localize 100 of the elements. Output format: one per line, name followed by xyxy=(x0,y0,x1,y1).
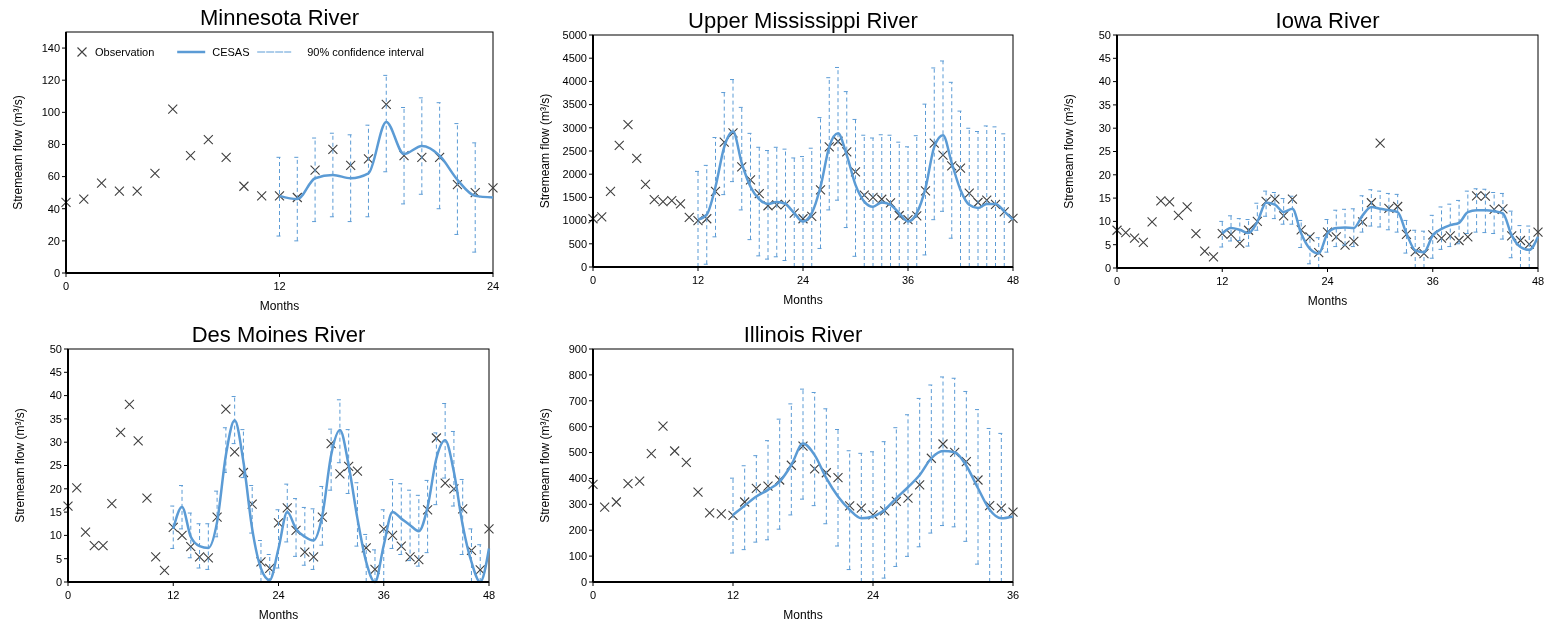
point xyxy=(256,190,267,201)
point xyxy=(640,179,651,190)
y-tick-label: 40 xyxy=(49,389,62,402)
y-axis-title: Stremeam flow (m³/s) xyxy=(538,408,552,523)
point xyxy=(937,150,949,161)
chart-title: Illinois River xyxy=(743,322,863,347)
point xyxy=(1524,239,1535,250)
point xyxy=(327,144,338,155)
point xyxy=(911,210,922,222)
point xyxy=(1234,238,1245,249)
x-axis-title: Months xyxy=(783,293,823,307)
x-tick-label: 24 xyxy=(866,589,880,601)
point xyxy=(1532,227,1544,238)
chart-title: Des Moines River xyxy=(191,322,366,347)
x-tick-label: 0 xyxy=(589,274,597,286)
y-tick-label: 60 xyxy=(47,170,60,183)
point xyxy=(1401,229,1412,240)
point xyxy=(1348,236,1359,247)
point xyxy=(247,499,258,510)
point xyxy=(221,152,232,163)
y-tick-label: 800 xyxy=(568,368,587,381)
point xyxy=(745,174,756,185)
point xyxy=(614,140,625,151)
x-axis-title: Months xyxy=(258,608,299,622)
point xyxy=(273,517,284,528)
y-tick-label: 0 xyxy=(1104,261,1111,274)
point xyxy=(841,146,852,157)
point xyxy=(483,523,495,534)
point xyxy=(71,482,82,493)
point xyxy=(850,166,861,177)
point xyxy=(1454,235,1465,246)
x-tick-label: 12 xyxy=(1216,275,1229,287)
y-tick-label: 5000 xyxy=(562,28,587,41)
point xyxy=(220,404,231,415)
x-tick-label: 48 xyxy=(482,589,496,601)
point xyxy=(984,500,995,511)
y-tick-label: 5 xyxy=(1104,238,1111,251)
point xyxy=(605,186,616,197)
x-tick-label: 24 xyxy=(1321,275,1334,287)
point xyxy=(786,460,797,471)
point xyxy=(150,551,161,562)
point xyxy=(212,512,223,523)
point xyxy=(1199,246,1210,257)
y-tick-label: 40 xyxy=(47,202,60,215)
y-tick-label: 20 xyxy=(49,482,62,495)
y-tick-label: 4000 xyxy=(562,75,587,88)
point xyxy=(996,503,1007,514)
point xyxy=(1296,224,1307,235)
point xyxy=(96,177,107,189)
x-axis-title: Months xyxy=(259,299,300,313)
point xyxy=(961,456,972,467)
point xyxy=(352,466,363,477)
y-tick-label: 3500 xyxy=(562,98,587,111)
point xyxy=(1129,233,1140,244)
point xyxy=(185,150,196,161)
point xyxy=(457,503,468,514)
y-axis-title: Stremeam flow (m³/s) xyxy=(13,408,27,523)
point xyxy=(185,541,196,552)
point xyxy=(238,467,249,478)
y-tick-label: 0 xyxy=(55,575,62,588)
y-tick-label: 50 xyxy=(1098,28,1111,41)
point xyxy=(381,99,392,110)
x-axis-title: Months xyxy=(783,608,823,622)
x-tick-label: 12 xyxy=(273,280,286,292)
y-tick-label: 25 xyxy=(49,459,62,472)
chart-title: Iowa River xyxy=(1275,8,1380,33)
y-tick-label: 500 xyxy=(568,237,587,250)
y-tick-label: 3000 xyxy=(562,121,587,134)
y-tick-label: 700 xyxy=(568,394,587,407)
point xyxy=(141,493,152,504)
point xyxy=(396,541,407,552)
y-tick-label: 45 xyxy=(1098,52,1111,65)
y-tick-label: 300 xyxy=(568,498,587,511)
y-tick-label: 600 xyxy=(568,420,587,433)
point xyxy=(972,474,984,486)
x-tick-label: 48 xyxy=(1006,274,1020,286)
point xyxy=(891,496,902,507)
point xyxy=(398,150,410,161)
point xyxy=(797,441,809,452)
point xyxy=(634,475,645,487)
point xyxy=(821,467,832,478)
x-tick-label: 24 xyxy=(272,589,285,601)
y-tick-label: 100 xyxy=(568,549,587,562)
point xyxy=(238,181,249,192)
y-tick-label: 4500 xyxy=(562,52,587,65)
x-tick-label: 12 xyxy=(726,589,740,601)
point xyxy=(856,503,867,514)
legend-label: CESAS xyxy=(212,46,250,58)
point xyxy=(1462,231,1473,242)
point xyxy=(815,184,826,196)
point xyxy=(448,483,459,494)
point xyxy=(675,198,686,209)
y-tick-label: 10 xyxy=(1098,215,1111,228)
y-axis-title: Stremeam flow (m³/s) xyxy=(11,95,25,210)
point xyxy=(487,182,499,193)
point xyxy=(132,186,143,197)
x-tick-label: 36 xyxy=(377,589,390,601)
x-tick-label: 0 xyxy=(64,589,72,601)
point xyxy=(475,564,486,575)
y-tick-label: 400 xyxy=(568,472,587,485)
